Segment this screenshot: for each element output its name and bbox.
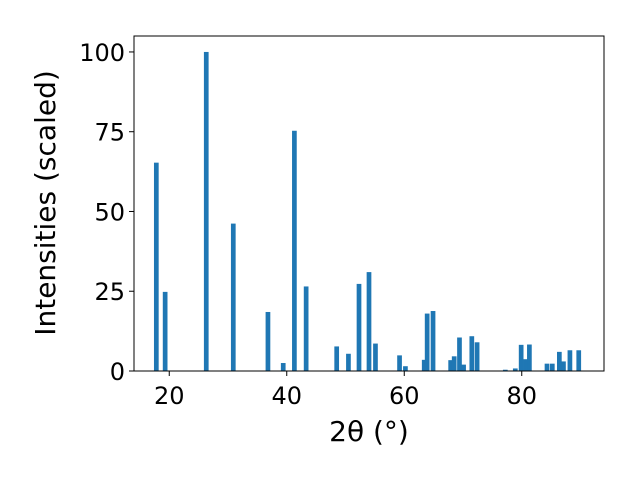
y-tick-label: 0: [110, 358, 125, 386]
bar: [346, 353, 351, 371]
bar: [430, 311, 436, 371]
bar: [549, 363, 555, 371]
bar: [469, 336, 475, 371]
bar: [518, 344, 524, 371]
bar: [303, 286, 309, 371]
bar: [523, 359, 529, 371]
bar: [474, 342, 480, 371]
x-tick-label: 80: [506, 382, 537, 410]
bar: [561, 361, 566, 371]
bar: [203, 51, 209, 371]
x-axis-label: 2θ (°): [329, 415, 409, 448]
bar: [421, 359, 427, 371]
y-tick-label: 100: [79, 39, 125, 67]
bars-group: [153, 51, 582, 371]
x-tick-label: 40: [271, 382, 302, 410]
x-tick-label: 20: [154, 382, 185, 410]
bar: [265, 311, 271, 371]
bar: [567, 350, 573, 371]
bar: [334, 346, 340, 371]
bar: [544, 363, 550, 371]
bar: [448, 360, 454, 371]
x-tick-label: 60: [389, 382, 420, 410]
bar: [292, 130, 297, 371]
bar: [451, 356, 457, 371]
bar: [576, 350, 582, 371]
bar: [356, 283, 362, 371]
bar: [366, 272, 372, 371]
y-axis-label: Intensities (scaled): [29, 70, 62, 336]
x-axis-ticks: 20 40 60 80: [154, 371, 537, 410]
bar: [461, 364, 466, 371]
bar: [280, 363, 286, 371]
bar: [527, 344, 532, 371]
y-tick-label: 25: [94, 278, 125, 306]
bar: [373, 343, 378, 371]
bar: [230, 223, 236, 371]
bar: [512, 368, 518, 371]
bar: [397, 355, 402, 371]
bar: [403, 366, 408, 371]
bar: [457, 337, 462, 371]
bar: [424, 313, 430, 371]
bar: [153, 162, 159, 371]
bar: [162, 291, 168, 371]
y-tick-label: 75: [94, 119, 125, 147]
y-axis-ticks: 0 25 50 75 100: [79, 39, 134, 386]
plot-frame: [133, 35, 605, 372]
y-tick-label: 50: [94, 198, 125, 226]
bar: [502, 369, 508, 371]
bar: [557, 351, 562, 371]
